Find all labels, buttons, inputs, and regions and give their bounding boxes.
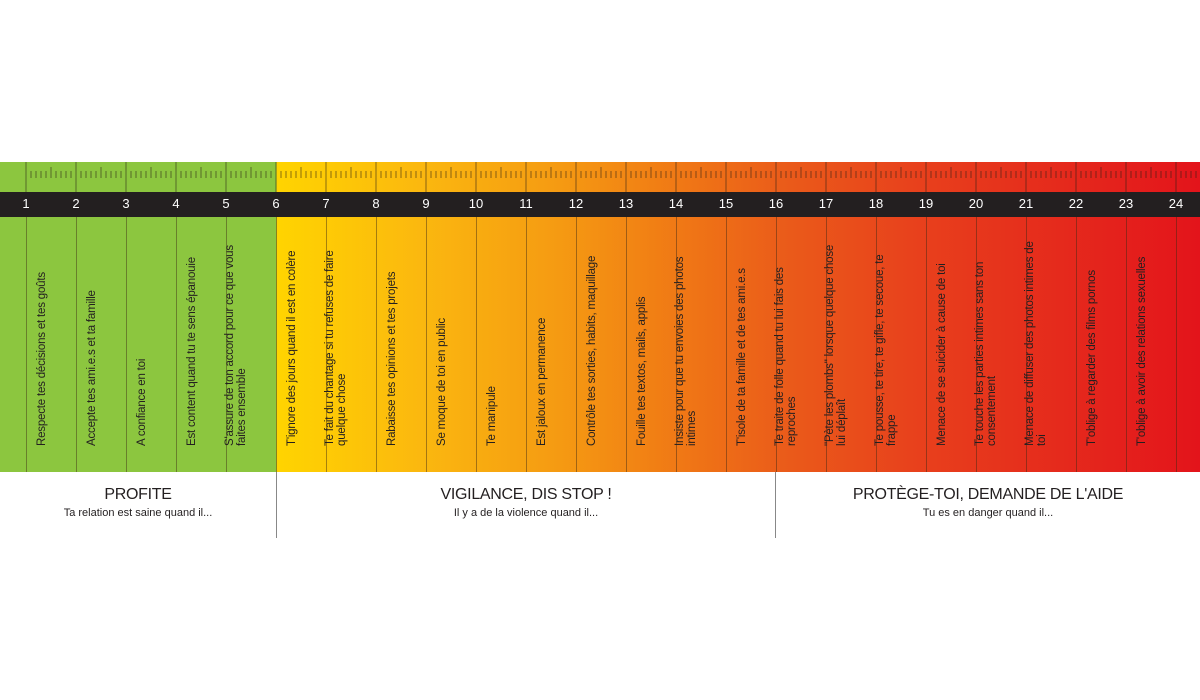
cell-divider	[176, 217, 177, 472]
scale-number: 8	[372, 196, 380, 211]
zone-legend: PROFITE Ta relation est saine quand il..…	[0, 472, 1200, 538]
cell-divider	[376, 217, 377, 472]
cell-divider	[126, 217, 127, 472]
behavior-label: Est jaloux en permanence	[536, 317, 548, 446]
cell-divider	[226, 217, 227, 472]
cell-divider	[476, 217, 477, 472]
cell-divider	[626, 217, 627, 472]
cell-divider	[76, 217, 77, 472]
behavior-label: Accepte tes ami.e.s et ta famille	[86, 290, 98, 446]
behavior-label: Te traite de folle quand tu lui fais des…	[774, 267, 798, 446]
behavior-label: Menace de se suicider à cause de toi	[936, 263, 948, 446]
scale-number: 7	[322, 196, 330, 211]
scale-number: 21	[1018, 196, 1034, 211]
scale-number: 23	[1118, 196, 1134, 211]
cell-divider	[876, 217, 877, 472]
legend-profite-subtitle: Ta relation est saine quand il...	[63, 507, 213, 519]
behavior-label: T'ignore des jours quand il est en colèr…	[286, 250, 298, 446]
behavior-label: Se moque de toi en public	[436, 318, 448, 446]
scale-number: 14	[668, 196, 684, 211]
behavior-label: S'assure de ton accord pour ce que vous …	[224, 245, 248, 446]
cell-divider	[326, 217, 327, 472]
legend-vigilance-title: VIGILANCE, DIS STOP !	[440, 486, 612, 503]
scale-number: 3	[122, 196, 130, 211]
scale-number: 4	[172, 196, 180, 211]
scale-number: 16	[768, 196, 784, 211]
scale-number: 1	[22, 196, 30, 211]
legend-vigilance: VIGILANCE, DIS STOP ! Il y a de la viole…	[277, 486, 775, 519]
cell-divider	[1076, 217, 1077, 472]
behavior-label: T'oblige à regarder des films pornos	[1086, 270, 1098, 446]
cell-divider	[776, 217, 777, 472]
behavior-label: Te fait du chantage si tu refuses de fai…	[324, 250, 348, 446]
ruler-ticks	[25, 162, 1197, 192]
behavior-label: Contrôle tes sorties, habits, maquillage	[586, 255, 598, 446]
behavior-label: Insiste pour que tu envoies des photos i…	[674, 256, 698, 446]
scale-number: 20	[968, 196, 984, 211]
scale-number: 12	[568, 196, 584, 211]
behavior-label: T'oblige à avoir des relations sexuelles	[1136, 256, 1148, 446]
violentometre-ruler: 1 2 3 4 5 6 7 8 9 10 11 12 13 14 15 16 17 18 19 20 21 22 23 24 …	[0, 162, 1200, 472]
number-scale-bar: 1 2 3 4 5 6 7 8 9 10 11 12 13 14 15 16 17 18 19 20 21 22 23 24	[0, 192, 1200, 217]
behavior-label: T'isole de ta famille et de tes ami.e.s	[736, 268, 748, 446]
scale-number: 15	[718, 196, 734, 211]
scale-number: 10	[468, 196, 484, 211]
scale-number: 2	[72, 196, 80, 211]
cell-divider	[426, 217, 427, 472]
scale-number: 13	[618, 196, 634, 211]
behavior-label: Est content quand tu te sens épanouie	[186, 257, 198, 446]
legend-profite: PROFITE Ta relation est saine quand il..…	[0, 486, 276, 519]
behavior-label: "Pète les plombs" lorsque quelque chose …	[824, 244, 848, 446]
legend-protege-title: PROTÈGE-TOI, DEMANDE DE L'AIDE	[852, 486, 1124, 503]
scale-number: 18	[868, 196, 884, 211]
behavior-cells: Respecte tes décisions et tes goûts Accep…	[0, 217, 1200, 472]
legend-profite-title: PROFITE	[104, 486, 172, 503]
behavior-label: Respecte tes décisions et tes goûts	[36, 272, 48, 446]
cell-divider	[1026, 217, 1027, 472]
behavior-label: Rabaisse tes opinions et tes projets	[386, 271, 398, 446]
cell-divider	[676, 217, 677, 472]
scale-number: 24	[1168, 196, 1184, 211]
cell-divider	[976, 217, 977, 472]
behavior-label: Te pousse, te tire, te gifle, te secoue,…	[874, 254, 898, 447]
legend-vigilance-subtitle: Il y a de la violence quand il...	[453, 507, 599, 519]
legend-protege: PROTÈGE-TOI, DEMANDE DE L'AIDE Tu es en …	[776, 486, 1200, 519]
scale-number: 6	[272, 196, 280, 211]
behavior-label: A confiance en toi	[136, 358, 148, 446]
scale-number: 19	[918, 196, 934, 211]
behavior-label: Te manipule	[486, 386, 498, 446]
ruler-tick-strip	[0, 162, 1200, 192]
scale-number: 5	[222, 196, 230, 211]
scale-number: 22	[1068, 196, 1084, 211]
scale-number: 11	[519, 196, 533, 211]
behavior-label: Menace de diffuser des photos intimes de…	[1024, 241, 1048, 446]
behavior-label: Fouille tes textos, mails, applis	[636, 296, 648, 446]
scale-number: 17	[818, 196, 834, 211]
cell-divider	[926, 217, 927, 472]
behavior-label: Te touche les parties intimes sans ton c…	[974, 261, 998, 446]
cell-divider	[1126, 217, 1127, 472]
cell-divider	[726, 217, 727, 472]
cell-divider	[1176, 217, 1177, 472]
legend-separator	[276, 472, 277, 538]
scale-number: 9	[422, 196, 430, 211]
cell-divider	[526, 217, 527, 472]
legend-separator	[775, 472, 776, 538]
cell-divider	[276, 217, 277, 472]
cell-divider	[826, 217, 827, 472]
cell-divider	[26, 217, 27, 472]
cell-divider	[576, 217, 577, 472]
legend-protege-subtitle: Tu es en danger quand il...	[922, 507, 1054, 519]
